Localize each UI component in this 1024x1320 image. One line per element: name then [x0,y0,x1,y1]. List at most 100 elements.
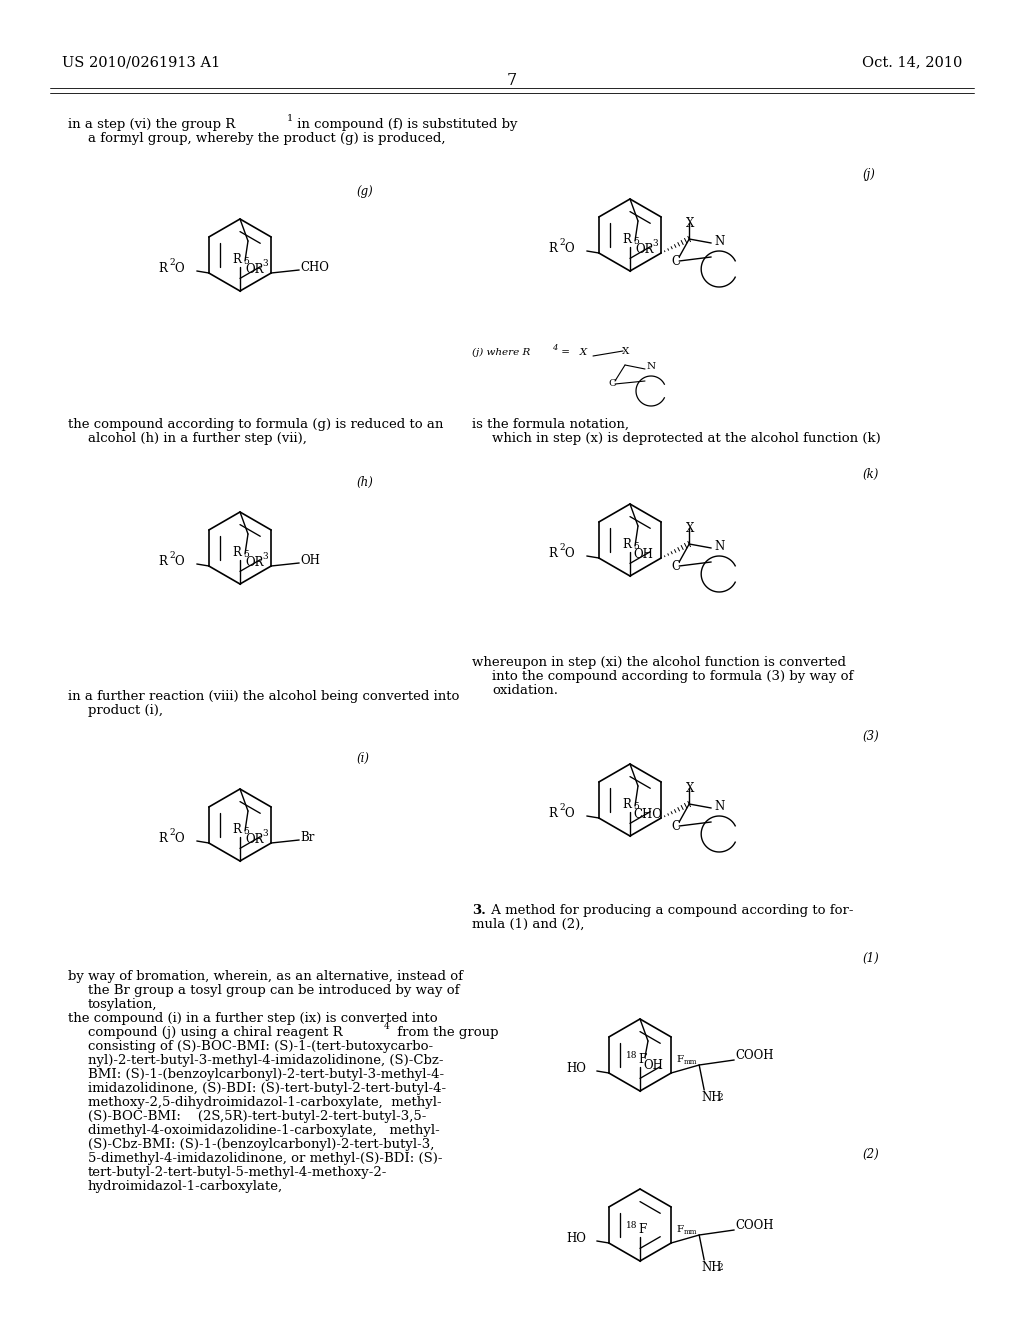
Text: N: N [714,800,724,813]
Text: C: C [608,379,616,388]
Text: methoxy-2,5-dihydroimidazol-1-carboxylate,  methyl-: methoxy-2,5-dihydroimidazol-1-carboxylat… [88,1096,441,1109]
Text: 18: 18 [626,1221,638,1230]
Text: by way of bromation, wherein, as an alternative, instead of: by way of bromation, wherein, as an alte… [68,970,463,983]
Text: N: N [714,540,724,553]
Text: O: O [175,261,184,275]
Text: 2: 2 [170,257,175,267]
Text: OH: OH [633,548,653,561]
Text: F: F [638,1224,646,1236]
Text: NH: NH [701,1261,722,1274]
Text: tosylation,: tosylation, [88,998,158,1011]
Text: F: F [676,1225,683,1234]
Text: 3.: 3. [472,904,485,917]
Text: 2: 2 [170,828,175,837]
Text: NH: NH [701,1092,722,1104]
Text: O: O [565,807,574,820]
Text: =   X: = X [558,348,587,356]
Text: the Br group a tosyl group can be introduced by way of: the Br group a tosyl group can be introd… [88,983,460,997]
Text: N: N [647,362,656,371]
Text: 3: 3 [262,259,267,268]
Text: hydroimidazol-1-carboxylate,: hydroimidazol-1-carboxylate, [88,1180,283,1193]
Text: R: R [549,807,558,820]
Text: in a step (vi) the group R: in a step (vi) the group R [68,117,236,131]
Text: (j): (j) [862,168,874,181]
Text: product (i),: product (i), [88,704,163,717]
Text: F: F [676,1055,683,1064]
Text: R: R [232,546,241,558]
Text: 5: 5 [633,238,639,246]
Text: (h): (h) [356,477,373,488]
Text: whereupon in step (xi) the alcohol function is converted: whereupon in step (xi) the alcohol funct… [472,656,846,669]
Text: mm: mm [684,1059,697,1067]
Text: 2: 2 [560,238,565,247]
Text: from the group: from the group [393,1026,499,1039]
Text: BMI: (S)-1-(benzoylcarbonyl)-2-tert-butyl-3-methyl-4-: BMI: (S)-1-(benzoylcarbonyl)-2-tert-buty… [88,1068,444,1081]
Text: 1: 1 [287,114,293,123]
Text: X: X [686,216,694,230]
Text: R: R [159,832,168,845]
Text: compound (j) using a chiral reagent R: compound (j) using a chiral reagent R [88,1026,343,1039]
Text: is the formula notation,: is the formula notation, [472,418,629,432]
Text: CHO: CHO [300,261,329,275]
Text: into the compound according to formula (3) by way of: into the compound according to formula (… [492,671,853,682]
Text: which in step (x) is deprotected at the alcohol function (k): which in step (x) is deprotected at the … [492,432,881,445]
Text: (1): (1) [862,952,879,965]
Text: R: R [622,234,631,246]
Text: O: O [175,554,184,568]
Text: Br: Br [300,832,314,843]
Text: the compound (i) in a further step (ix) is converted into: the compound (i) in a further step (ix) … [68,1012,437,1026]
Text: 5: 5 [243,828,249,836]
Text: the compound according to formula (g) is reduced to an: the compound according to formula (g) is… [68,418,443,432]
Text: C: C [671,255,680,268]
Text: CHO: CHO [633,808,662,821]
Text: O: O [175,832,184,845]
Text: A method for producing a compound according to for-: A method for producing a compound accord… [487,904,853,917]
Text: (S)-BOC-BMI:    (2S,5R)-tert-butyl-2-tert-butyl-3,5-: (S)-BOC-BMI: (2S,5R)-tert-butyl-2-tert-b… [88,1110,426,1123]
Text: 5-dimethyl-4-imidazolidinone, or methyl-(S)-BDI: (S)-: 5-dimethyl-4-imidazolidinone, or methyl-… [88,1152,442,1166]
Text: R: R [549,242,558,255]
Text: O: O [565,242,574,255]
Text: F: F [638,1053,646,1067]
Text: X: X [686,521,694,535]
Text: (i): (i) [356,752,369,766]
Text: 7: 7 [507,73,517,88]
Text: oxidation.: oxidation. [492,684,558,697]
Text: OH: OH [643,1059,663,1072]
Text: 5: 5 [243,550,249,558]
Text: 2: 2 [170,550,175,560]
Text: N: N [714,235,724,248]
Text: HO: HO [567,1063,587,1074]
Text: R: R [622,539,631,550]
Text: 2: 2 [717,1263,723,1272]
Text: COOH: COOH [735,1218,774,1232]
Text: C: C [671,560,680,573]
Text: imidazolidinone, (S)-BDI: (S)-tert-butyl-2-tert-butyl-4-: imidazolidinone, (S)-BDI: (S)-tert-butyl… [88,1082,446,1096]
Text: in a further reaction (viii) the alcohol being converted into: in a further reaction (viii) the alcohol… [68,690,460,704]
Text: 4: 4 [384,1022,390,1031]
Text: X: X [686,781,694,795]
Text: 5: 5 [633,543,639,550]
Text: dimethyl-4-oxoimidazolidine-1-carboxylate,   methyl-: dimethyl-4-oxoimidazolidine-1-carboxylat… [88,1125,439,1137]
Text: (j) where R: (j) where R [472,348,530,358]
Text: C: C [671,820,680,833]
Text: OH: OH [300,554,321,568]
Text: 2: 2 [717,1093,723,1102]
Text: 3: 3 [262,552,267,561]
Text: nyl)-2-tert-butyl-3-methyl-4-imidazolidinone, (S)-Cbz-: nyl)-2-tert-butyl-3-methyl-4-imidazolidi… [88,1053,443,1067]
Text: OR: OR [245,556,263,569]
Text: alcohol (h) in a further step (vii),: alcohol (h) in a further step (vii), [88,432,307,445]
Text: 5: 5 [243,257,249,267]
Text: OR: OR [635,243,653,256]
Text: 2: 2 [560,543,565,552]
Text: Oct. 14, 2010: Oct. 14, 2010 [861,55,962,69]
Text: HO: HO [567,1232,587,1245]
Text: 2: 2 [560,803,565,812]
Text: mm: mm [684,1228,697,1236]
Text: (S)-Cbz-BMI: (S)-1-(benzoylcarbonyl)-2-tert-butyl-3,: (S)-Cbz-BMI: (S)-1-(benzoylcarbonyl)-2-t… [88,1138,434,1151]
Text: mula (1) and (2),: mula (1) and (2), [472,917,585,931]
Text: R: R [159,554,168,568]
Text: R: R [159,261,168,275]
Text: R: R [232,253,241,267]
Text: O: O [565,546,574,560]
Text: X: X [622,347,630,356]
